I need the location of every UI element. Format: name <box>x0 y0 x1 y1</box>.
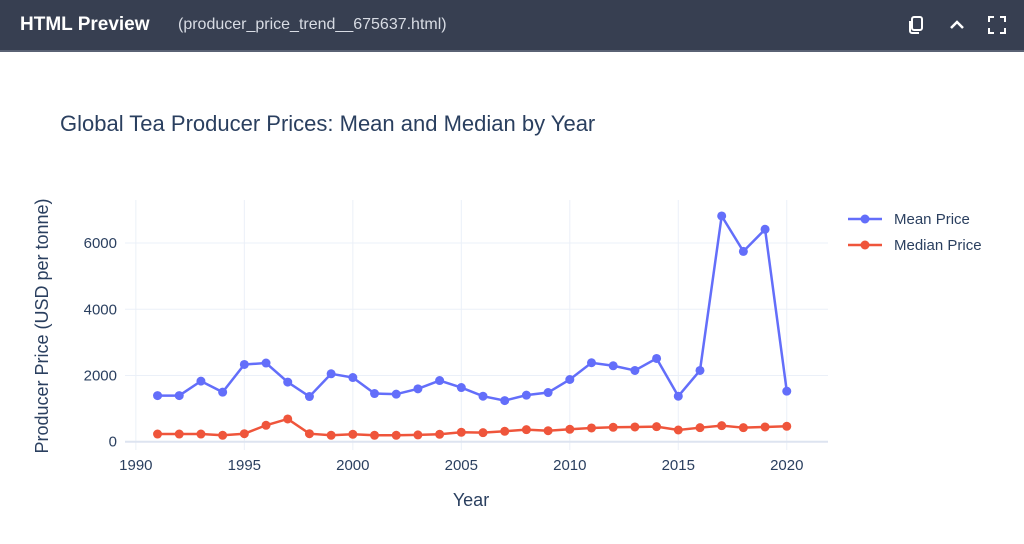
median-price-point <box>348 429 358 439</box>
median-price-point <box>370 430 380 440</box>
x-tick-label: 2010 <box>553 457 586 474</box>
median-price-point <box>304 429 314 439</box>
mean-price-point <box>586 358 596 368</box>
copy-icon[interactable] <box>905 14 927 36</box>
y-axis-label: Producer Price (USD per tonne) <box>32 198 52 453</box>
mean-price-point <box>456 383 466 393</box>
median-price-point <box>782 421 792 431</box>
median-price-point <box>239 429 249 439</box>
median-price-point <box>500 426 510 436</box>
mean-price-point <box>673 391 683 401</box>
median-price-point <box>283 414 293 424</box>
chart-title: Global Tea Producer Prices: Mean and Med… <box>60 111 595 136</box>
median-price-point <box>456 427 466 437</box>
median-price-point <box>153 429 163 439</box>
y-tick-label: 2000 <box>84 367 117 384</box>
x-tick-label: 2015 <box>662 457 695 474</box>
mean-price-point <box>304 392 314 402</box>
mean-price-point <box>391 389 401 399</box>
mean-price-point <box>608 361 618 371</box>
mean-price-point <box>435 376 445 386</box>
mean-price-point <box>543 388 553 398</box>
median-price-point <box>478 428 488 438</box>
x-tick-label: 1995 <box>228 457 261 474</box>
median-price-point <box>435 429 445 439</box>
mean-price-point <box>630 365 640 375</box>
median-price-point <box>586 423 596 433</box>
y-tick-label: 4000 <box>84 301 117 318</box>
mean-price-point <box>500 396 510 406</box>
median-price-point <box>695 423 705 433</box>
median-price-point <box>760 422 770 432</box>
median-price-point <box>543 426 553 436</box>
legend-marker-median-price <box>860 240 870 250</box>
x-tick-label: 2000 <box>336 457 369 474</box>
mean-price-point <box>196 376 206 386</box>
mean-price-point <box>153 391 163 401</box>
mean-price-point <box>326 369 336 379</box>
line-chart: Global Tea Producer Prices: Mean and Med… <box>32 111 982 510</box>
median-price-point <box>218 430 228 440</box>
median-price-line <box>157 417 787 437</box>
mean-price-point <box>760 224 770 234</box>
x-tick-label: 2020 <box>770 457 803 474</box>
header-filename: (producer_price_trend__675637.html) <box>178 16 447 33</box>
median-price-point <box>326 430 336 440</box>
median-price-point <box>608 422 618 432</box>
x-tick-label: 2005 <box>445 457 478 474</box>
x-axis-label: Year <box>453 490 489 510</box>
median-price-point <box>652 422 662 432</box>
y-tick-label: 6000 <box>84 235 117 252</box>
median-price-point <box>738 423 748 433</box>
y-tick-label: 0 <box>109 434 117 451</box>
preview-header: HTML Preview (producer_price_trend__6756… <box>0 0 1024 52</box>
mean-price-point <box>413 384 423 394</box>
mean-price-point <box>370 389 380 399</box>
legend-label-median-price: Median Price <box>894 237 982 254</box>
legend-label-mean-price: Mean Price <box>894 211 970 228</box>
mean-price-point <box>565 375 575 385</box>
median-price-point <box>413 430 423 440</box>
mean-price-point <box>652 353 662 363</box>
mean-price-line <box>157 212 789 402</box>
mean-price-point <box>283 377 293 387</box>
median-price-point <box>391 430 401 440</box>
mean-price-point <box>478 391 488 401</box>
fullscreen-icon[interactable] <box>986 14 1008 36</box>
mean-price-point <box>738 246 748 256</box>
mean-price-point <box>717 211 727 221</box>
chevron-up-icon[interactable] <box>946 14 968 36</box>
mean-price-point <box>695 365 705 375</box>
median-price-point <box>673 425 683 435</box>
median-price-point <box>261 420 271 430</box>
median-price-point <box>196 429 206 439</box>
median-price-point <box>174 429 184 439</box>
median-price-point <box>717 421 727 431</box>
mean-price-point <box>261 358 271 368</box>
mean-price-point <box>782 386 792 396</box>
legend-marker-mean-price <box>860 214 870 224</box>
mean-price-point <box>174 391 184 401</box>
mean-price-point <box>348 373 358 383</box>
header-title: HTML Preview <box>20 14 150 35</box>
x-tick-label: 1990 <box>119 457 152 474</box>
median-price-point <box>565 424 575 434</box>
mean-price-point <box>521 390 531 400</box>
mean-price-point <box>239 359 249 369</box>
mean-price-point <box>218 387 228 397</box>
median-price-point <box>630 422 640 432</box>
median-price-point <box>521 425 531 435</box>
